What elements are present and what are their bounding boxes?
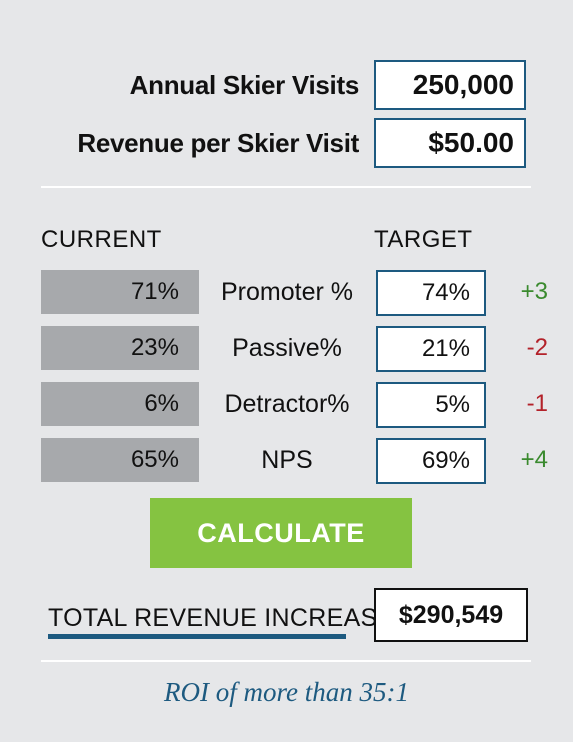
delta-value: +4	[520, 446, 548, 473]
metric-label: NPS	[261, 446, 313, 474]
table-row: 65% NPS 69% +4	[0, 438, 573, 484]
delta-value: +3	[520, 278, 548, 305]
current-value: 6%	[41, 382, 199, 426]
revenue-row: Revenue per Skier Visit $50.00	[0, 118, 573, 168]
annual-visits-row: Annual Skier Visits 250,000	[0, 60, 573, 110]
table-row: 71% Promoter % 74% +3	[0, 270, 573, 316]
total-label-underline	[48, 634, 346, 639]
target-column-header: TARGET	[374, 226, 473, 253]
top-divider	[41, 186, 531, 188]
metric-label: Passive%	[232, 334, 342, 362]
current-value: 65%	[41, 438, 199, 482]
metric-label: Detractor%	[224, 390, 350, 418]
total-revenue-label: TOTAL REVENUE INCREASE	[48, 604, 395, 632]
revenue-label: Revenue per Skier Visit	[77, 128, 359, 158]
delta-value: -2	[526, 334, 548, 361]
delta-value: -1	[526, 390, 548, 417]
annual-visits-input[interactable]: 250,000	[374, 60, 526, 110]
annual-visits-label: Annual Skier Visits	[129, 70, 360, 100]
current-value: 71%	[41, 270, 199, 314]
current-column-header: CURRENT	[41, 226, 162, 253]
metric-label: Promoter %	[221, 278, 353, 306]
table-row: 6% Detractor% 5% -1	[0, 382, 573, 428]
total-revenue-value: $290,549	[374, 588, 528, 642]
roi-text: ROI of more than 35:1	[164, 677, 409, 707]
target-input[interactable]: 5%	[376, 382, 486, 428]
calculate-button[interactable]: CALCULATE	[150, 498, 412, 568]
target-input[interactable]: 21%	[376, 326, 486, 372]
current-value: 23%	[41, 326, 199, 370]
target-input[interactable]: 74%	[376, 270, 486, 316]
target-input[interactable]: 69%	[376, 438, 486, 484]
revenue-input[interactable]: $50.00	[374, 118, 526, 168]
bottom-divider	[41, 660, 531, 662]
table-row: 23% Passive% 21% -2	[0, 326, 573, 372]
